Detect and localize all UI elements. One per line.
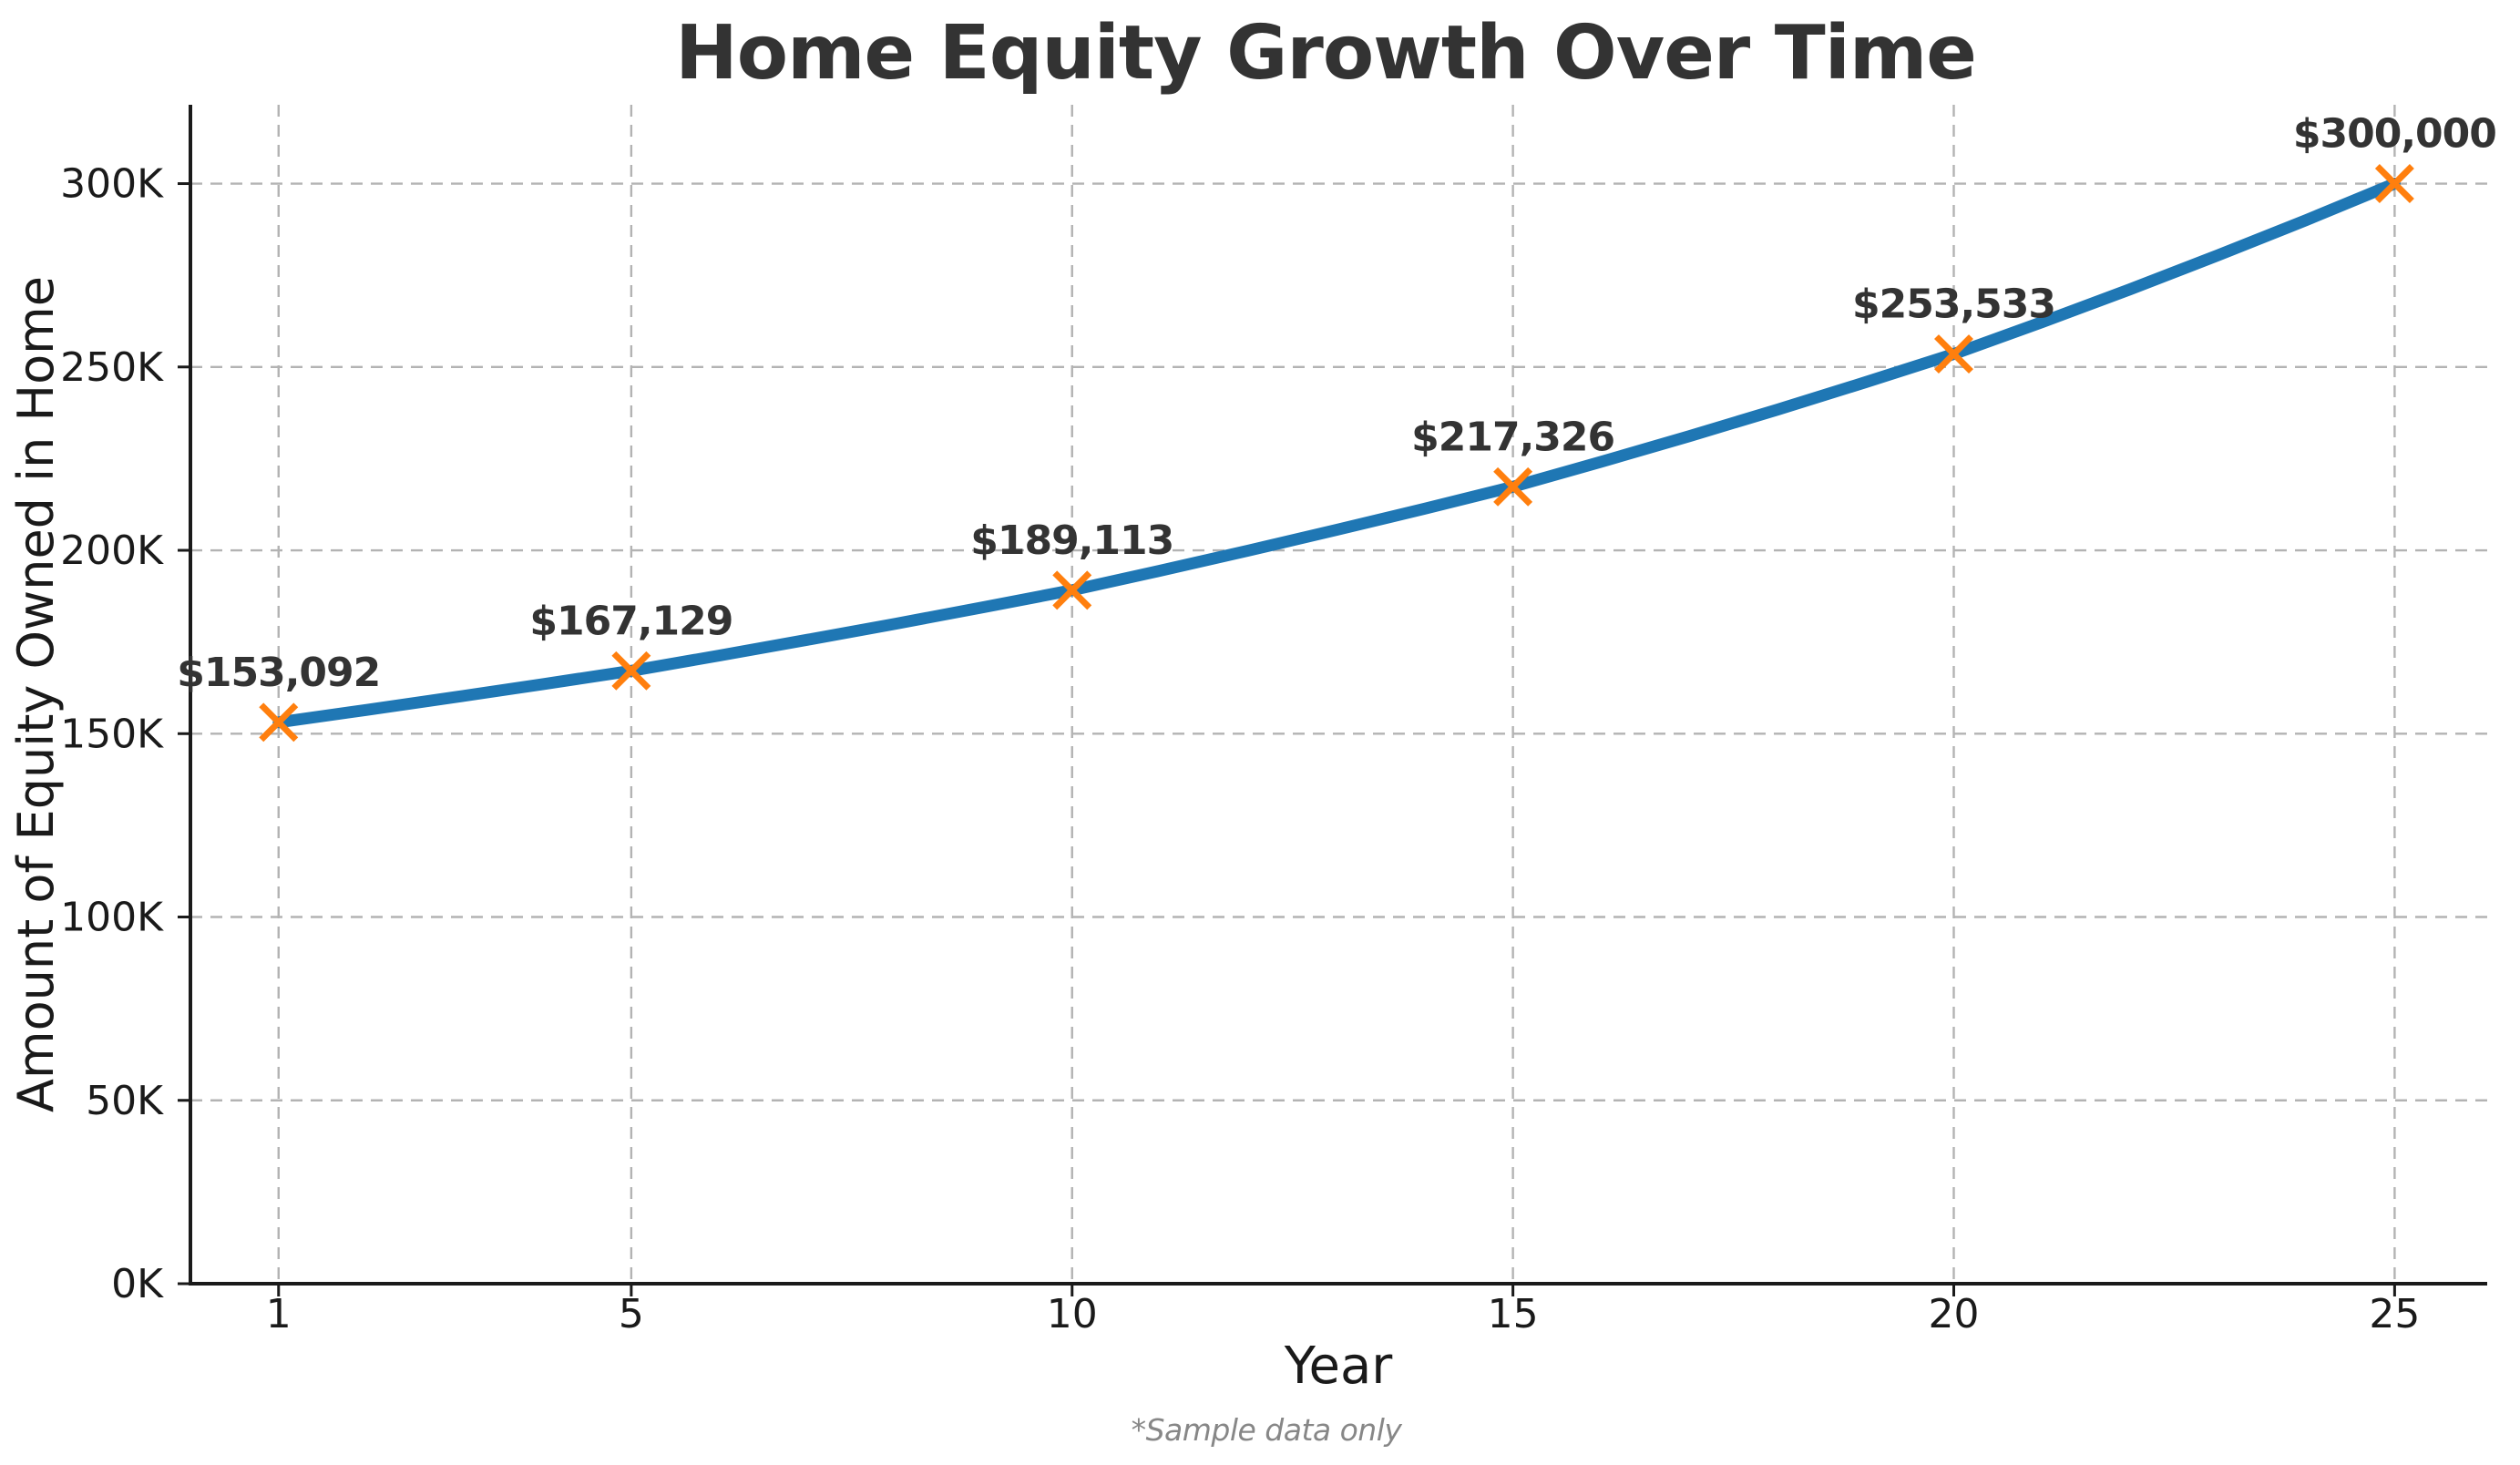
marker-x-stroke — [259, 702, 299, 743]
data-point-labels: $153,092 $167,129 $189,113 $217,326 $253,533… — [177, 111, 2497, 696]
data-label: $253,533 — [1852, 282, 2055, 328]
x-tick-label: 10 — [1047, 1291, 1098, 1337]
gridlines — [190, 105, 2487, 1284]
y-tick-label: 150K — [60, 711, 164, 757]
axis-spines — [189, 105, 2487, 1286]
footnote: *Sample data only — [1132, 1412, 1403, 1448]
y-tick-label: 0K — [111, 1261, 164, 1307]
y-axis-label: Amount of Equity Owned in Home — [7, 276, 65, 1112]
chart-title: Home Equity Growth Over Time — [675, 10, 1976, 97]
data-point-markers — [259, 164, 2414, 743]
marker-x-stroke — [1052, 570, 1092, 610]
x-tick-label: 20 — [1929, 1291, 1980, 1337]
y-tick-label: 300K — [60, 161, 164, 208]
axis-ticks — [178, 182, 2396, 1296]
data-label: $153,092 — [177, 650, 380, 696]
x-tick-label: 1 — [266, 1291, 292, 1337]
marker-x — [1052, 570, 1092, 610]
x-tick-label: 15 — [1488, 1291, 1539, 1337]
data-label: $167,129 — [529, 598, 732, 644]
marker-x — [2374, 164, 2414, 204]
marker-x — [1493, 466, 1533, 507]
marker-x-stroke — [1934, 334, 1973, 374]
x-axis-label: Year — [1284, 1337, 1394, 1396]
data-label: $217,326 — [1411, 414, 1614, 460]
y-tick-label: 100K — [60, 895, 164, 941]
y-tick-label: 50K — [86, 1078, 164, 1124]
marker-x — [1934, 334, 1973, 374]
marker-x-stroke — [611, 651, 651, 691]
marker-x — [259, 702, 299, 743]
marker-x-stroke — [1493, 466, 1533, 507]
y-tick-label: 200K — [60, 528, 164, 574]
data-label: $189,113 — [970, 517, 1173, 564]
marker-x — [611, 651, 651, 691]
data-label: $300,000 — [2293, 111, 2496, 158]
x-tick-label: 5 — [619, 1291, 644, 1337]
y-tick-label: 250K — [60, 344, 164, 391]
x-tick-label: 25 — [2369, 1291, 2420, 1337]
marker-x-stroke — [2374, 164, 2414, 204]
